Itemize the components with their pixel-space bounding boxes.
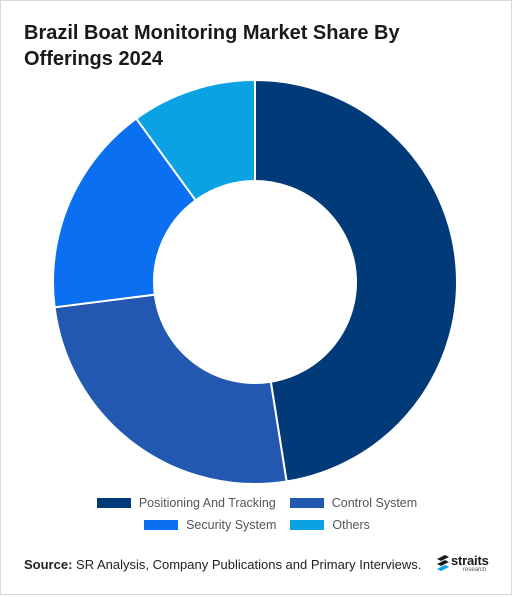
- legend-row-1: Positioning And Tracking Control System: [0, 492, 514, 514]
- legend-swatch: [144, 520, 179, 530]
- logo-name: straits: [451, 553, 489, 568]
- donut-chart: [52, 78, 458, 485]
- legend-item-others[interactable]: Others: [290, 518, 370, 532]
- source-text: SR Analysis, Company Publications and Pr…: [72, 557, 422, 572]
- logo-sub: research: [463, 567, 487, 573]
- slice-others[interactable]: [134, 78, 256, 202]
- legend-item-control-system[interactable]: Control System: [289, 496, 418, 510]
- source-note: Source: SR Analysis, Company Publication…: [24, 557, 421, 572]
- legend: Positioning And Tracking Control System …: [0, 492, 514, 536]
- legend-swatch: [290, 520, 325, 530]
- legend-label: Positioning And Tracking: [138, 496, 276, 510]
- legend-swatch: [289, 498, 324, 508]
- legend-swatch: [96, 498, 131, 508]
- legend-row-2: Security System Others: [0, 514, 514, 536]
- legend-item-positioning-and-tracking[interactable]: Positioning And Tracking: [96, 496, 276, 510]
- legend-label: Control System: [331, 496, 418, 510]
- source-label: Source:: [24, 557, 73, 572]
- legend-label: Others: [332, 518, 370, 532]
- chart-title: Brazil Boat Monitoring Market Share By O…: [24, 22, 400, 70]
- legend-item-security-system[interactable]: Security System: [144, 518, 276, 532]
- legend-label: Security System: [186, 518, 277, 532]
- slice-security-system[interactable]: [52, 117, 198, 309]
- straits-logo[interactable]: straits research: [436, 553, 496, 575]
- slice-group: [52, 78, 458, 485]
- slice-positioning-and-tracking[interactable]: [254, 78, 458, 483]
- slice-control-system[interactable]: [53, 293, 288, 485]
- straits-logo-icon: [437, 555, 449, 571]
